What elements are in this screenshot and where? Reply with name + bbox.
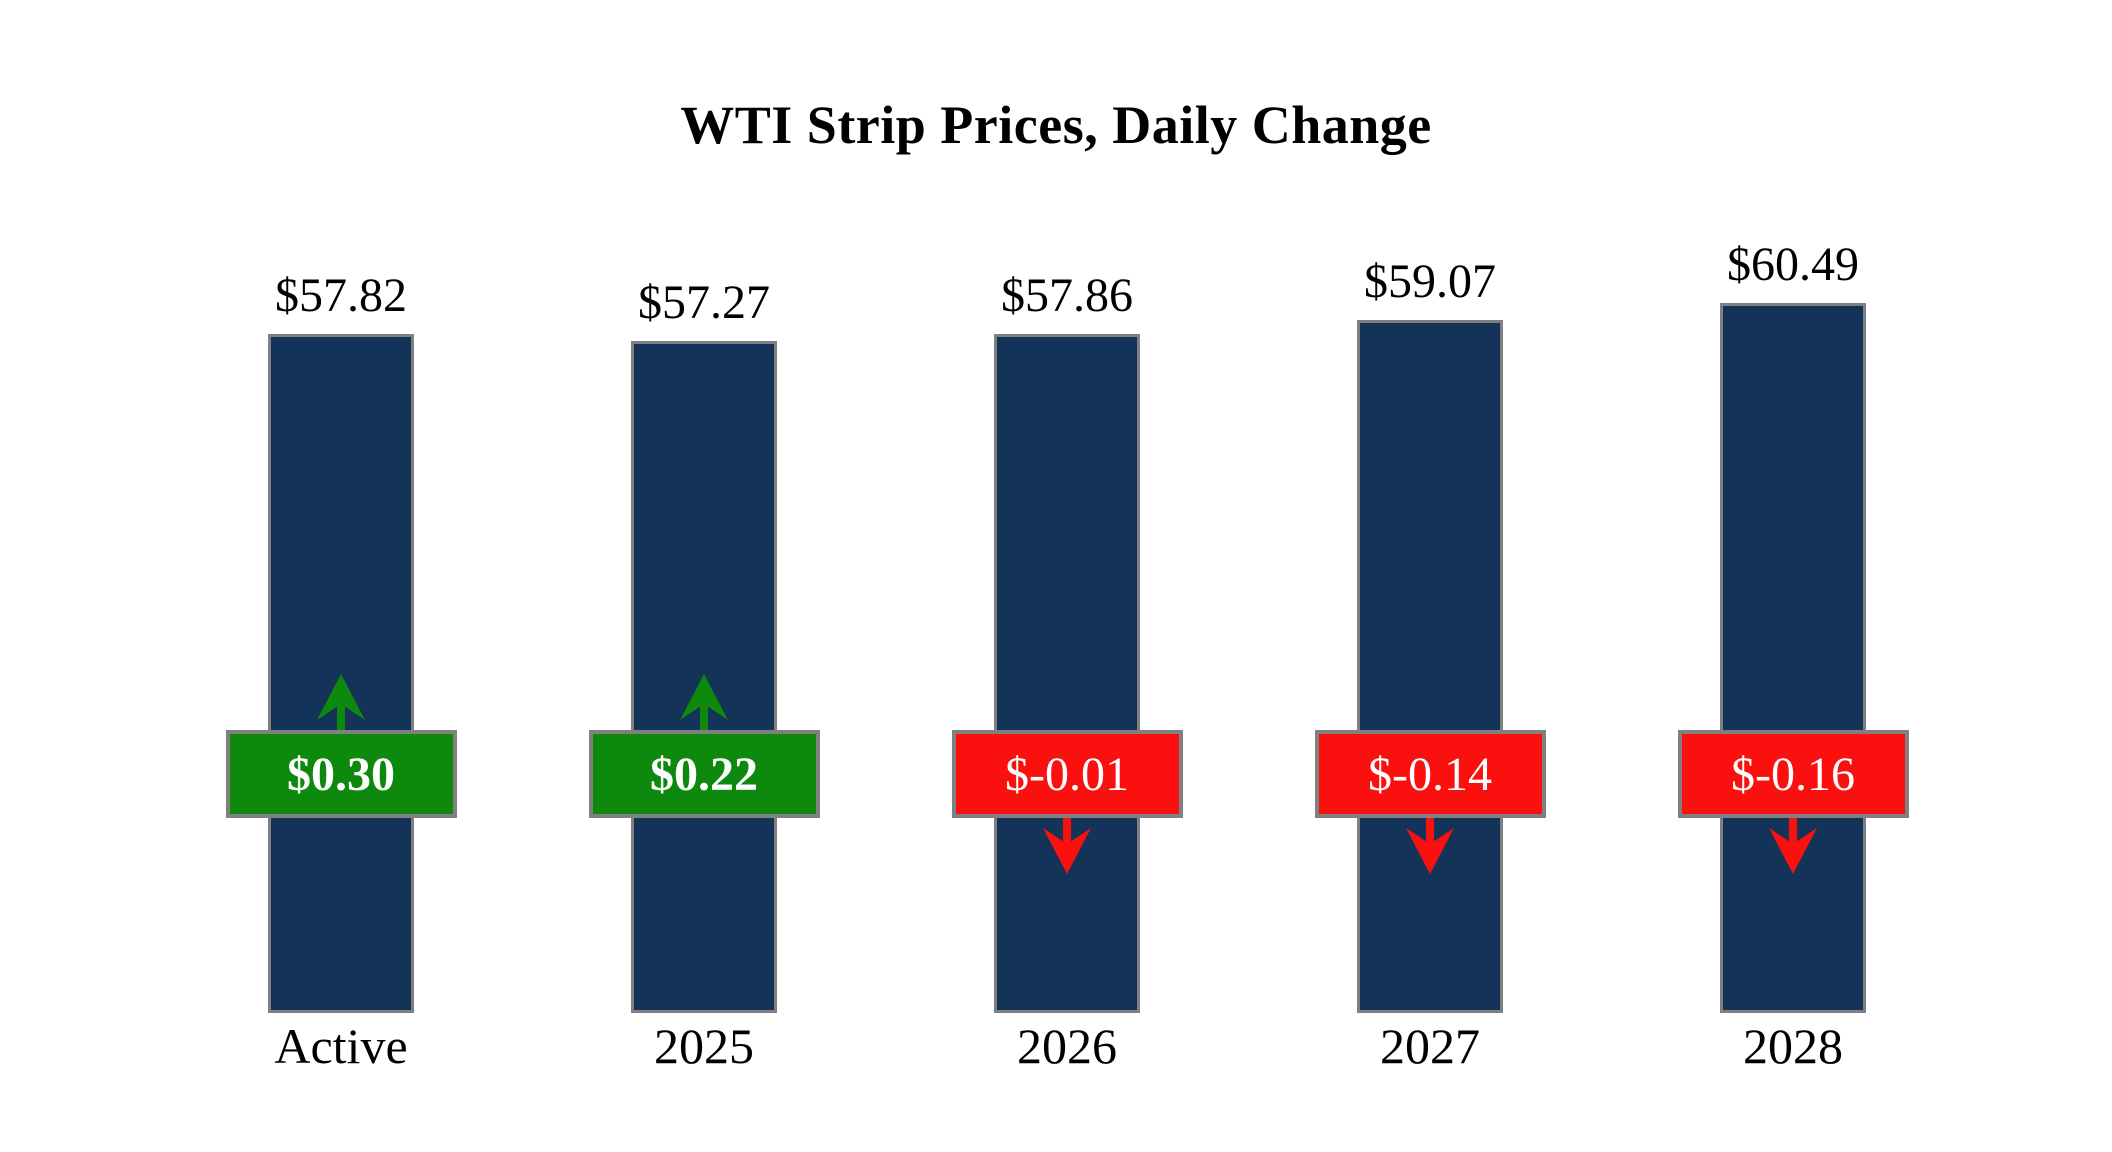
change-badge: $0.22 [588,730,820,818]
category-label: 2027 [1380,1018,1480,1074]
category-label: Active [274,1018,408,1074]
arrow-down-icon [1043,818,1091,874]
price-label: $59.07 [1364,255,1496,308]
bar-rect [1357,320,1503,1013]
bar-rect [1720,303,1866,1013]
chart-title: WTI Strip Prices, Daily Change [680,95,1432,155]
price-label: $57.82 [275,269,407,322]
change-badge: $-0.16 [1677,730,1909,818]
category-label: 2025 [654,1018,754,1074]
price-label: $57.86 [1001,269,1133,322]
change-badge: $0.30 [225,730,457,818]
bar-rect [268,334,414,1013]
change-badge: $-0.14 [1314,730,1546,818]
bar-rect [994,334,1140,1013]
change-badge: $-0.01 [951,730,1183,818]
arrow-up-icon [317,674,365,730]
category-label: 2028 [1743,1018,1843,1074]
price-label: $60.49 [1727,238,1859,291]
arrow-down-icon [1406,818,1454,874]
category-label: 2026 [1017,1018,1117,1074]
arrow-up-icon [680,674,728,730]
price-label: $57.27 [638,276,770,329]
arrow-down-icon [1769,818,1817,874]
